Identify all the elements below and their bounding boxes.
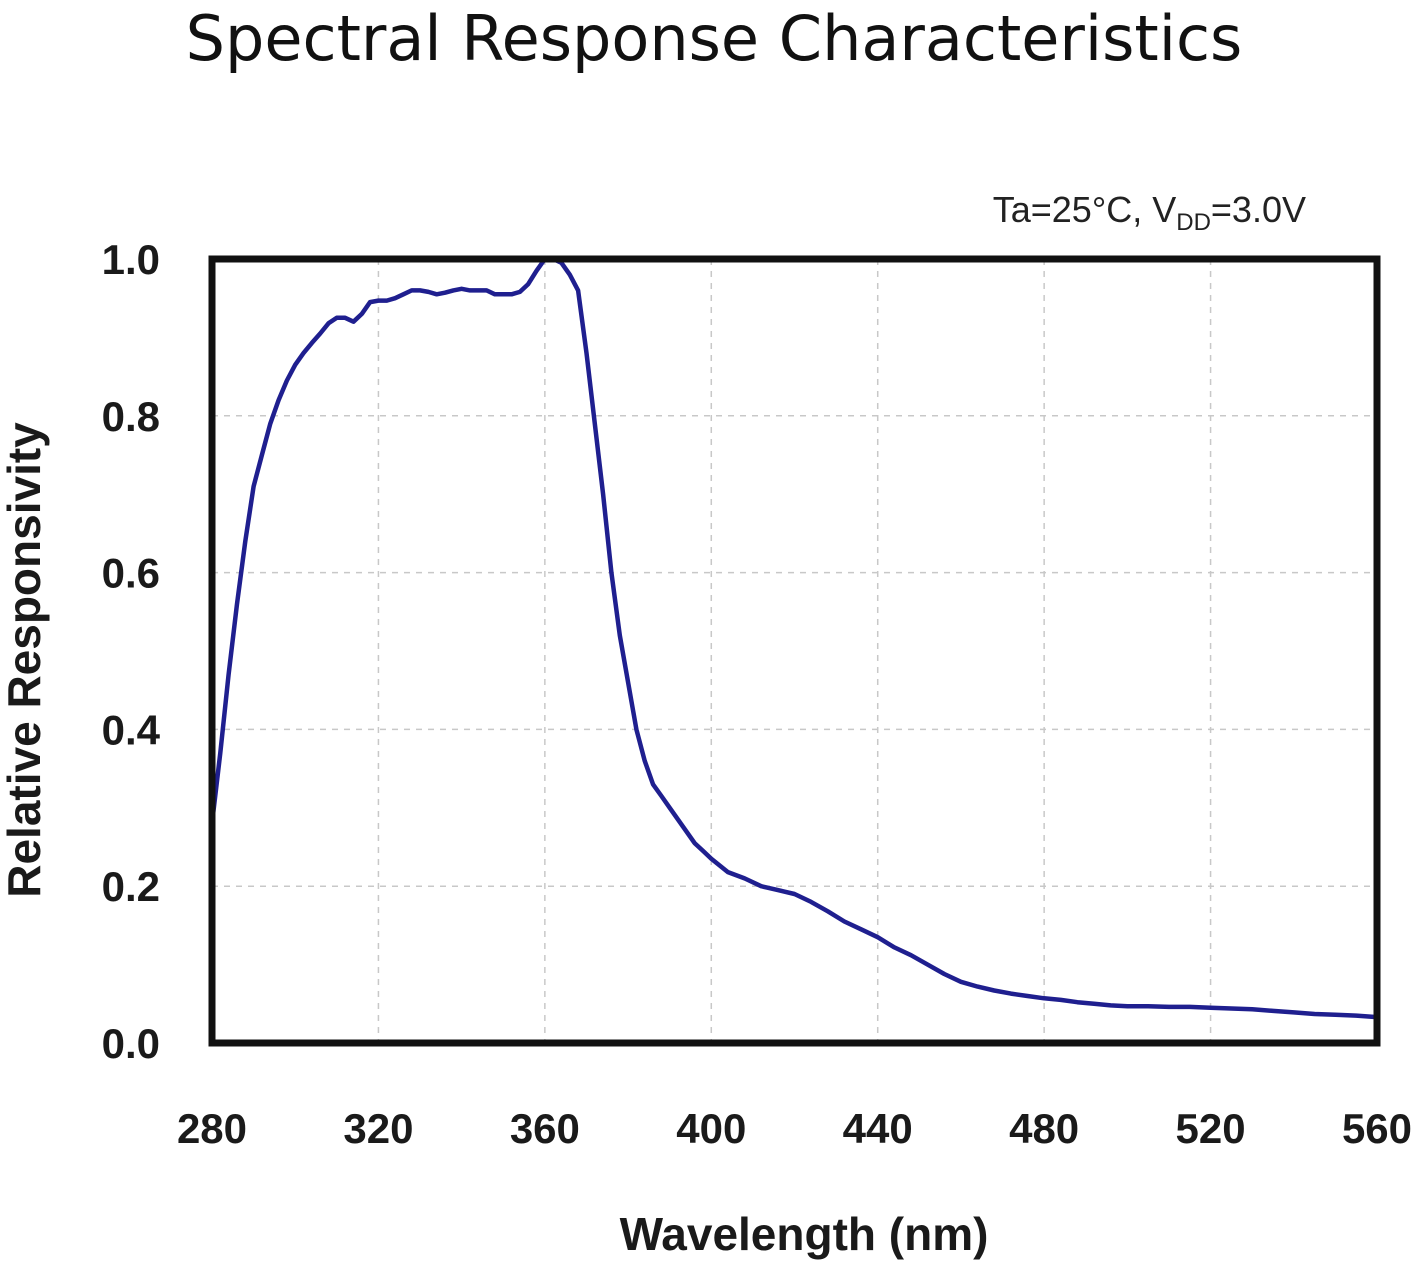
grid-lines xyxy=(212,259,1377,1043)
x-axis-label: Wavelength (nm) xyxy=(620,1208,989,1260)
x-tick-label: 400 xyxy=(676,1105,746,1152)
x-tick-label: 320 xyxy=(343,1105,413,1152)
y-axis-ticks: 0.0 0.2 0.4 0.6 0.8 1.0 xyxy=(102,236,161,1067)
x-tick-label: 280 xyxy=(177,1105,247,1152)
condition-label: Ta=25°C, VDD=3.0V xyxy=(993,189,1306,236)
y-tick-label: 0.4 xyxy=(102,706,161,753)
y-tick-label: 1.0 xyxy=(102,236,160,283)
y-tick-label: 0.8 xyxy=(102,393,160,440)
y-tick-label: 0.0 xyxy=(102,1020,160,1067)
y-tick-label: 0.2 xyxy=(102,863,160,910)
x-axis-ticks: 280 320 360 400 440 480 520 560 xyxy=(177,1105,1412,1152)
series-line-0 xyxy=(209,256,1380,1020)
x-tick-label: 520 xyxy=(1176,1105,1246,1152)
x-tick-label: 440 xyxy=(843,1105,913,1152)
condition-subscript: DD xyxy=(1176,209,1211,236)
x-tick-label: 480 xyxy=(1009,1105,1079,1152)
y-axis-label: Relative Responsivity xyxy=(0,422,50,898)
x-tick-label: 560 xyxy=(1342,1105,1412,1152)
y-tick-label: 0.6 xyxy=(102,550,160,597)
condition-prefix: Ta=25°C, V xyxy=(993,189,1177,230)
plot-frame xyxy=(208,255,1381,1047)
x-tick-label: 360 xyxy=(510,1105,580,1152)
condition-suffix: =3.0V xyxy=(1211,189,1306,230)
series-layer xyxy=(209,256,1380,1020)
chart-title: Spectral Response Characteristics xyxy=(186,2,1243,75)
